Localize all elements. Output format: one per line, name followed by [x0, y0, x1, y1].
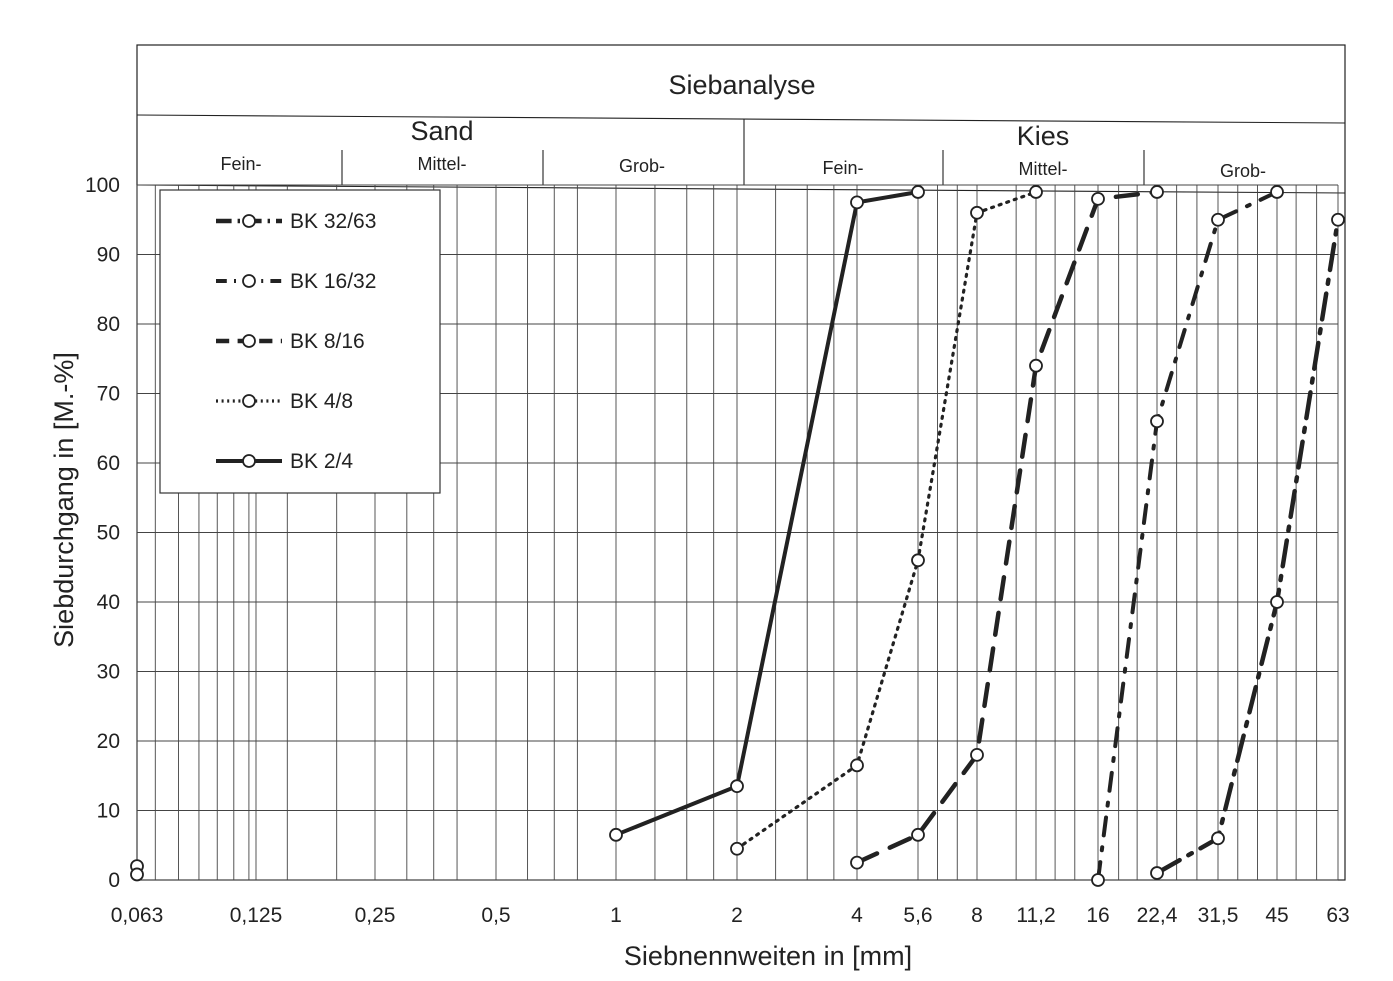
series-line	[1096, 190, 1279, 882]
x-tick-label: 2	[731, 904, 743, 927]
series-line	[854, 189, 1160, 865]
axis-ticks: 0,063 0,125 0,25 0,5 1 2 4 5,6 8 11,2 16 22,4 31,5 45…	[85, 174, 1350, 927]
data-point	[1091, 191, 1105, 206]
x-tick-label: 22,4	[1137, 904, 1178, 927]
legend-item: BK 16/32	[216, 270, 376, 293]
x-tick-label: 31,5	[1198, 904, 1239, 927]
plot-top-border	[136, 184, 1346, 194]
series-points	[130, 859, 144, 882]
legend: BK 32/63 BK 16/32 BK 8/16 BK 4/8 BK 2/4	[159, 189, 441, 494]
legend-swatch-marker	[242, 334, 256, 348]
data-point	[911, 185, 925, 199]
group-label-sand: Sand	[410, 116, 473, 146]
group-label-kies: Kies	[1017, 121, 1070, 151]
x-tick-label: 4	[851, 904, 863, 927]
chart-header: Siebanalyse Sand Kies Fein- Mittel- Grob…	[220, 70, 1266, 181]
data-point	[130, 867, 144, 882]
subgroup-label-kies-fein: Fein-	[822, 158, 863, 178]
data-point	[1091, 873, 1105, 887]
data-point	[970, 748, 984, 762]
data-point	[609, 827, 623, 842]
x-tick-label: 5,6	[903, 904, 932, 927]
y-tick-label: 0	[108, 869, 120, 892]
legend-box	[159, 189, 441, 494]
legend-label: BK 16/32	[290, 270, 376, 293]
legend-swatch-marker	[242, 214, 256, 228]
data-point	[1211, 212, 1225, 227]
y-tick-label: 50	[97, 522, 120, 545]
data-point	[1150, 866, 1164, 880]
data-point	[1331, 212, 1345, 227]
chart-title: Siebanalyse	[668, 70, 815, 100]
y-tick-label: 20	[97, 730, 120, 753]
y-tick-label: 80	[97, 313, 120, 336]
y-tick-label: 70	[97, 383, 120, 406]
data-point	[850, 758, 864, 773]
subgroup-label-sand-grob: Grob-	[619, 156, 665, 176]
data-point	[1270, 185, 1284, 199]
x-tick-label: 63	[1326, 904, 1349, 927]
x-axis-label: Siebnennweiten in [mm]	[624, 941, 912, 971]
x-tick-label: 0,25	[355, 904, 396, 927]
data-point	[1211, 831, 1225, 846]
legend-label: BK 8/16	[290, 330, 365, 353]
legend-label: BK 4/8	[290, 390, 353, 413]
data-point	[850, 855, 864, 870]
series-bk-32-63	[1150, 212, 1345, 880]
legend-item: BK 2/4	[216, 450, 353, 473]
series-line	[735, 190, 1038, 851]
x-tick-label: 1	[610, 904, 622, 927]
x-tick-label: 0,125	[230, 904, 283, 927]
series-bk-8-16	[850, 185, 1164, 870]
y-tick-label: 100	[85, 174, 120, 197]
y-tick-label: 60	[97, 452, 120, 475]
data-point	[1029, 358, 1043, 373]
series-line	[1154, 217, 1341, 876]
x-tick-label: 16	[1086, 904, 1109, 927]
data-point	[730, 841, 744, 856]
y-tick-label: 40	[97, 591, 120, 614]
x-tick-label: 8	[971, 904, 983, 927]
legend-swatch-marker	[242, 274, 256, 288]
data-point	[911, 827, 925, 842]
legend-item: BK 32/63	[216, 210, 376, 233]
data-point	[911, 553, 925, 568]
data-point	[1150, 185, 1164, 199]
data-point	[730, 779, 744, 794]
x-tick-label: 0,5	[481, 904, 510, 927]
header-divider	[136, 114, 1346, 124]
data-point	[850, 195, 864, 210]
series-line	[614, 190, 920, 837]
x-tick-label: 45	[1265, 904, 1288, 927]
series	[130, 185, 1345, 887]
y-axis-label: Siebdurchgang in [M.-%]	[49, 352, 79, 648]
x-tick-label: 0,063	[111, 904, 164, 927]
subgroup-label-sand-fein: Fein-	[220, 154, 261, 174]
data-point	[1150, 414, 1164, 429]
data-point	[1029, 185, 1043, 199]
x-tick-label: 11,2	[1016, 904, 1055, 927]
legend-swatch-marker	[242, 394, 256, 408]
data-point	[1270, 595, 1284, 609]
series-bk-16-32	[1091, 185, 1284, 887]
y-tick-label: 30	[97, 661, 120, 684]
subgroup-label-kies-mittel: Mittel-	[1019, 159, 1068, 179]
legend-label: BK 32/63	[290, 210, 376, 233]
data-point	[970, 205, 984, 220]
legend-item: BK 4/8	[216, 390, 353, 413]
legend-swatch-marker	[242, 454, 256, 468]
series-bk-4-8	[730, 185, 1043, 856]
series-bk-2-4	[609, 185, 925, 842]
legend-label: BK 2/4	[290, 450, 353, 473]
subgroup-label-kies-grob: Grob-	[1220, 161, 1266, 181]
y-tick-label: 10	[97, 800, 120, 823]
legend-item: BK 8/16	[216, 330, 365, 353]
y-tick-label: 90	[97, 244, 120, 267]
subgroup-label-sand-mittel: Mittel-	[418, 154, 467, 174]
